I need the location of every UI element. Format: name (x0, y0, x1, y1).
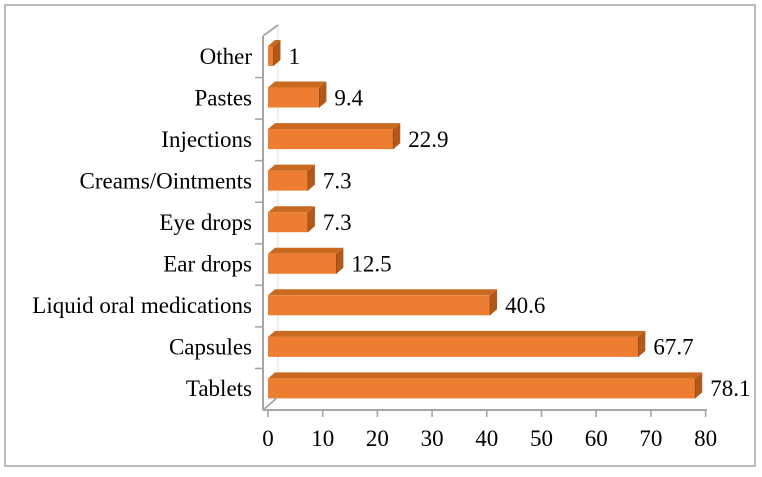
category-label: Pastes (195, 85, 253, 110)
bar-side-face (490, 289, 498, 316)
bar-group-ear-drops (268, 247, 344, 274)
axis-bevel-top (262, 24, 279, 37)
bar-front-face (268, 129, 394, 150)
bar-front-face (268, 170, 308, 191)
bar-group-creams-ointments (268, 164, 315, 191)
bar-front-face (268, 253, 337, 274)
x-axis-tick-label: 60 (585, 426, 608, 451)
x-axis-tick-label: 20 (366, 426, 389, 451)
category-label: Ear drops (163, 252, 252, 277)
bar-front-face (268, 336, 639, 357)
x-axis-tick-label: 10 (311, 426, 334, 451)
bar-top-face (268, 81, 327, 88)
x-axis-tick-label: 0 (262, 426, 274, 451)
value-label: 7.3 (323, 210, 352, 235)
bar-side-face (336, 247, 344, 274)
figure-border (4, 4, 756, 467)
bar-top-face (268, 39, 281, 46)
category-label: Capsules (169, 335, 252, 360)
x-axis-tick-label: 40 (475, 426, 498, 451)
bar-group-tablets (268, 372, 703, 399)
category-label: Injections (161, 127, 252, 152)
bar-group-other (268, 39, 281, 66)
x-axis-tick-label: 70 (639, 426, 662, 451)
bar-group-eye-drops (268, 206, 315, 233)
axis-bevel-origin (262, 396, 279, 411)
bar-top-face (268, 206, 315, 213)
bar-group-pastes (268, 81, 327, 108)
category-label: Liquid oral medications (32, 293, 252, 318)
bar-top-face (268, 330, 646, 337)
value-label: 78.1 (710, 376, 750, 401)
category-label: Creams/Ointments (80, 168, 253, 193)
bar-top-face (268, 164, 315, 171)
bar-group-capsules (268, 330, 646, 357)
bar-side-face (307, 206, 315, 233)
bar-group-injections (268, 123, 401, 150)
bar-front-face (268, 45, 274, 66)
bar-side-face (319, 81, 327, 108)
bar-group-liquid-oral-medications (268, 289, 498, 316)
category-label: Eye drops (159, 210, 252, 235)
bar-top-face (268, 123, 401, 130)
x-axis-tick-label: 50 (530, 426, 553, 451)
bar-side-face (638, 330, 646, 357)
value-label: 22.9 (408, 127, 448, 152)
x-axis-tick-label: 80 (694, 426, 717, 451)
value-label: 9.4 (334, 85, 363, 110)
bar-front-face (268, 212, 308, 233)
bar-side-face (695, 372, 703, 399)
bar-front-face (268, 378, 696, 399)
value-label: 7.3 (323, 168, 352, 193)
bar-top-face (268, 289, 498, 296)
bar-side-face (273, 39, 281, 66)
value-label: 12.5 (351, 252, 391, 277)
category-label: Other (200, 44, 253, 69)
value-label: 40.6 (505, 293, 545, 318)
x-axis-tick-label: 30 (421, 426, 444, 451)
bar-side-face (307, 164, 315, 191)
bar-front-face (268, 87, 320, 108)
bar-top-face (268, 247, 344, 254)
value-label: 67.7 (653, 335, 693, 360)
bar-front-face (268, 295, 491, 316)
value-label: 1 (288, 44, 300, 69)
bar-top-face (268, 372, 703, 379)
category-label: Tablets (186, 376, 252, 401)
bar-side-face (393, 123, 401, 150)
